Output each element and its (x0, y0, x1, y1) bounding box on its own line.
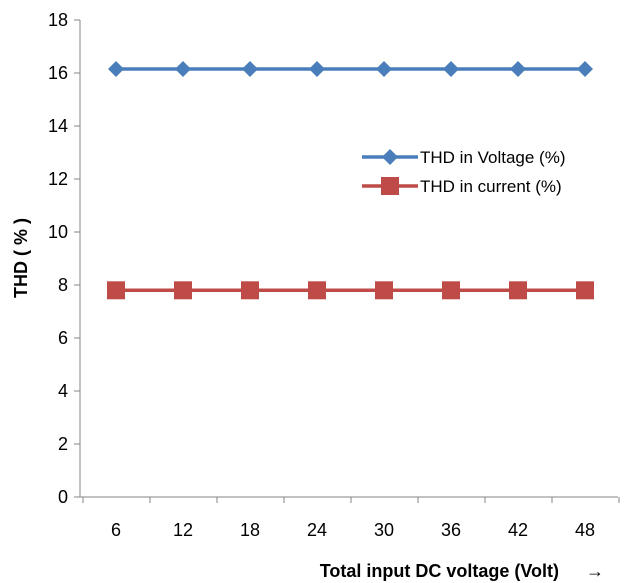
x-tick-label: 42 (508, 520, 528, 540)
y-tick-label: 16 (48, 63, 68, 83)
series-point-1 (577, 61, 593, 78)
axes (79, 20, 618, 498)
y-tick-label: 14 (48, 116, 68, 136)
series-point-1 (443, 61, 459, 78)
series-point-1 (309, 61, 325, 78)
y-tick-label: 0 (58, 487, 68, 507)
y-ticks: 0 2 4 6 8 10 12 14 16 18 (48, 10, 80, 507)
x-tick-label: 18 (240, 520, 260, 540)
series-point-1 (510, 61, 526, 78)
legend-label-2: THD in current (%) (420, 177, 562, 196)
series-point-2 (442, 281, 460, 300)
y-tick-label: 6 (58, 328, 68, 348)
y-tick-label: 4 (58, 381, 68, 401)
x-ticks: 6 12 18 24 30 36 42 48 (82, 497, 620, 540)
series-point-2 (308, 281, 326, 300)
series-point-2 (107, 281, 125, 300)
series-point-1 (108, 61, 124, 78)
y-tick-label: 8 (58, 275, 68, 295)
x-tick-label: 30 (374, 520, 394, 540)
y-tick-label: 18 (48, 10, 68, 30)
series-point-2 (241, 281, 259, 300)
series-point-2 (509, 281, 527, 300)
x-axis-title: Total input DC voltage (Volt) (320, 561, 559, 581)
series-layer (107, 61, 594, 300)
legend-marker-2 (381, 177, 399, 195)
x-axis-arrow: → (586, 561, 604, 581)
legend: THD in Voltage (%) THD in current (%) (362, 148, 566, 196)
series-point-2 (576, 281, 594, 300)
y-axis-title: THD ( % ) (11, 218, 31, 298)
x-tick-label: 36 (441, 520, 461, 540)
x-tick-label: 48 (575, 520, 595, 540)
x-tick-label: 12 (173, 520, 193, 540)
series-point-2 (174, 281, 192, 300)
legend-marker-1 (382, 149, 398, 165)
series-point-1 (175, 61, 191, 78)
y-tick-label: 12 (48, 169, 68, 189)
y-tick-label: 2 (58, 434, 68, 454)
y-tick-label: 10 (48, 222, 68, 242)
x-tick-label: 6 (111, 520, 121, 540)
x-tick-label: 24 (307, 520, 327, 540)
series-point-2 (375, 281, 393, 300)
series-point-1 (376, 61, 392, 78)
series-point-1 (242, 61, 258, 78)
legend-label-1: THD in Voltage (%) (420, 148, 566, 167)
